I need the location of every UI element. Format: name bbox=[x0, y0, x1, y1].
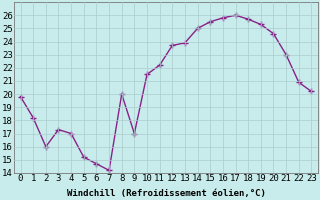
X-axis label: Windchill (Refroidissement éolien,°C): Windchill (Refroidissement éolien,°C) bbox=[67, 189, 265, 198]
